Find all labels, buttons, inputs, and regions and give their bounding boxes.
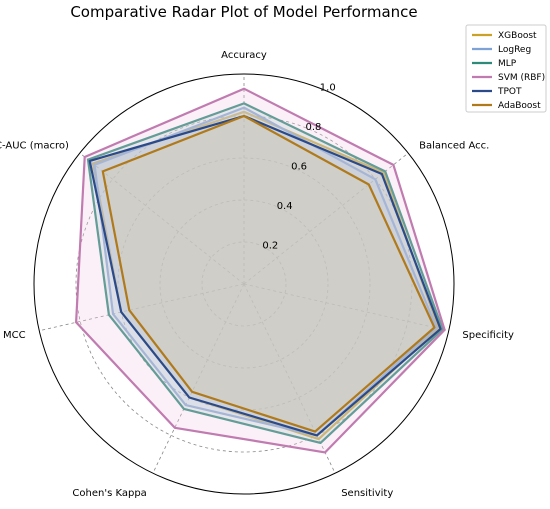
chart-title: Comparative Radar Plot of Model Performa… [70,3,417,21]
radial-tick-label-0: 0.2 [262,241,278,252]
radial-tick-labels: 0.2 0.4 0.6 0.8 1.0 [262,83,335,252]
legend-label-1: LogReg [498,45,531,55]
legend-label-2: MLP [498,59,517,69]
radial-tick-label-4: 1.0 [320,83,336,94]
grid-ring-0 [201,241,287,327]
radar-series [74,87,446,454]
series-polygon-mlp [86,102,444,444]
grid-spoke-5 [39,283,245,332]
radial-tick-label-3: 0.8 [306,122,322,133]
axis-label-3: Sensitivity [341,488,393,499]
grid-spoke-6 [79,152,245,285]
axis-label-4: Cohen's Kappa [72,488,146,499]
axis-label-2: Specificity [462,330,514,341]
legend-label-0: XGBoost [498,31,537,41]
axis-labels: Accuracy Balanced Acc. Specificity Sensitiv… [0,50,514,499]
radial-tick-label-1: 0.4 [277,201,293,212]
grid-ring-3 [75,115,413,453]
axis-label-6: ROC-AUC (macro) [0,140,69,151]
grid-ring-1 [159,199,329,369]
grid-ring-2 [117,157,371,411]
legend-label-4: TPOT [497,87,522,97]
series-polygon-adaboost [101,114,436,433]
series-polygon-tpot [88,114,442,437]
grid-ring-4 [33,73,455,495]
axis-label-0: Accuracy [221,50,267,61]
series-polygon-logreg [93,106,438,437]
legend-label-5: AdaBoost [498,101,541,111]
grid-spoke-2 [243,283,449,332]
radial-tick-label-2: 0.6 [291,162,307,173]
grid-spoke-1 [243,152,409,285]
grid-spoke-4 [152,283,245,474]
axis-label-1: Balanced Acc. [419,140,489,151]
legend: XGBoost LogReg MLP SVM (RBF) TPOT AdaBoost [465,24,547,113]
legend-label-3: SVM (RBF) [498,73,545,83]
axis-label-5: MCC [3,330,26,341]
